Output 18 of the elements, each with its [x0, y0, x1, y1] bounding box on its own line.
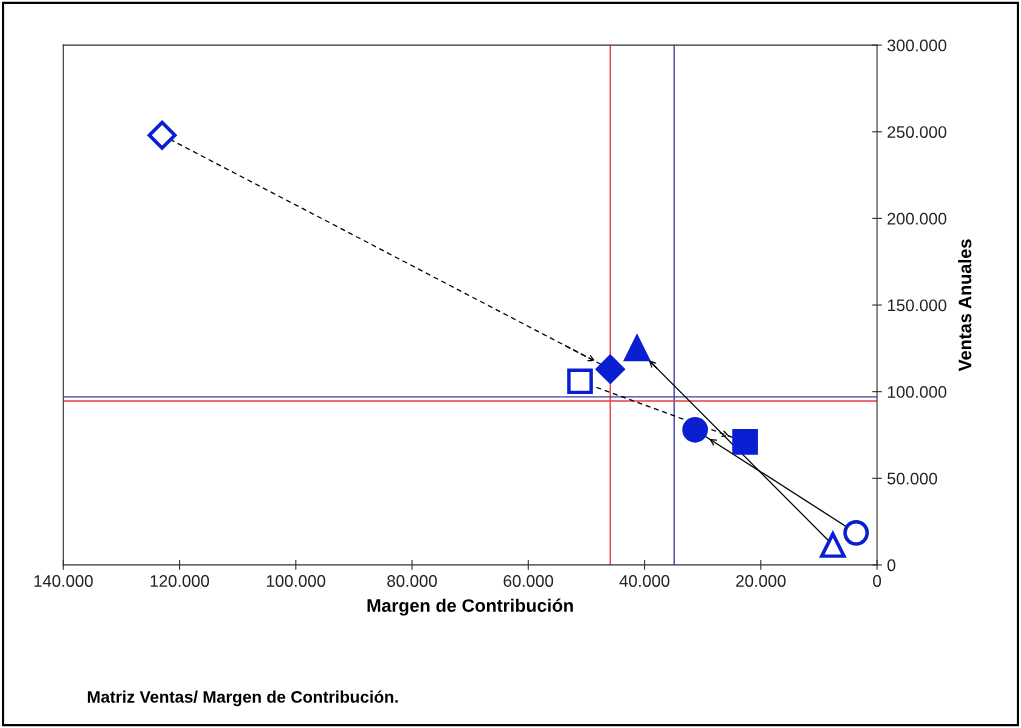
y-axis-title: Ventas Anuales — [958, 239, 972, 372]
text: Matriz Ventas/ Margen de Contribución. — [87, 690, 398, 707]
x-tick-label: 80.000 — [387, 575, 437, 587]
y-tick-label: 200.000 — [887, 212, 947, 225]
y-tick-label: 250.000 — [887, 126, 947, 138]
x-tick-label: 0 — [873, 575, 882, 587]
x-tick-label: 100.000 — [266, 575, 326, 587]
y-tick-label: 150.000 — [888, 299, 947, 312]
x-tick-label: 140.000 — [34, 575, 93, 587]
y-tick-label: 0 — [887, 559, 896, 572]
y-tick-label: 100.000 — [888, 386, 947, 398]
x-axis-title: Margen de Contribución — [367, 598, 573, 616]
x-tick-label: 40.000 — [619, 575, 670, 587]
y-tick-label: 50.000 — [887, 472, 938, 485]
y-tick-label: 300.000 — [887, 39, 947, 52]
x-tick-label: 60.000 — [503, 575, 554, 587]
x-tick-label: 120.000 — [150, 575, 210, 587]
x-tick-label: 20.000 — [736, 575, 786, 587]
